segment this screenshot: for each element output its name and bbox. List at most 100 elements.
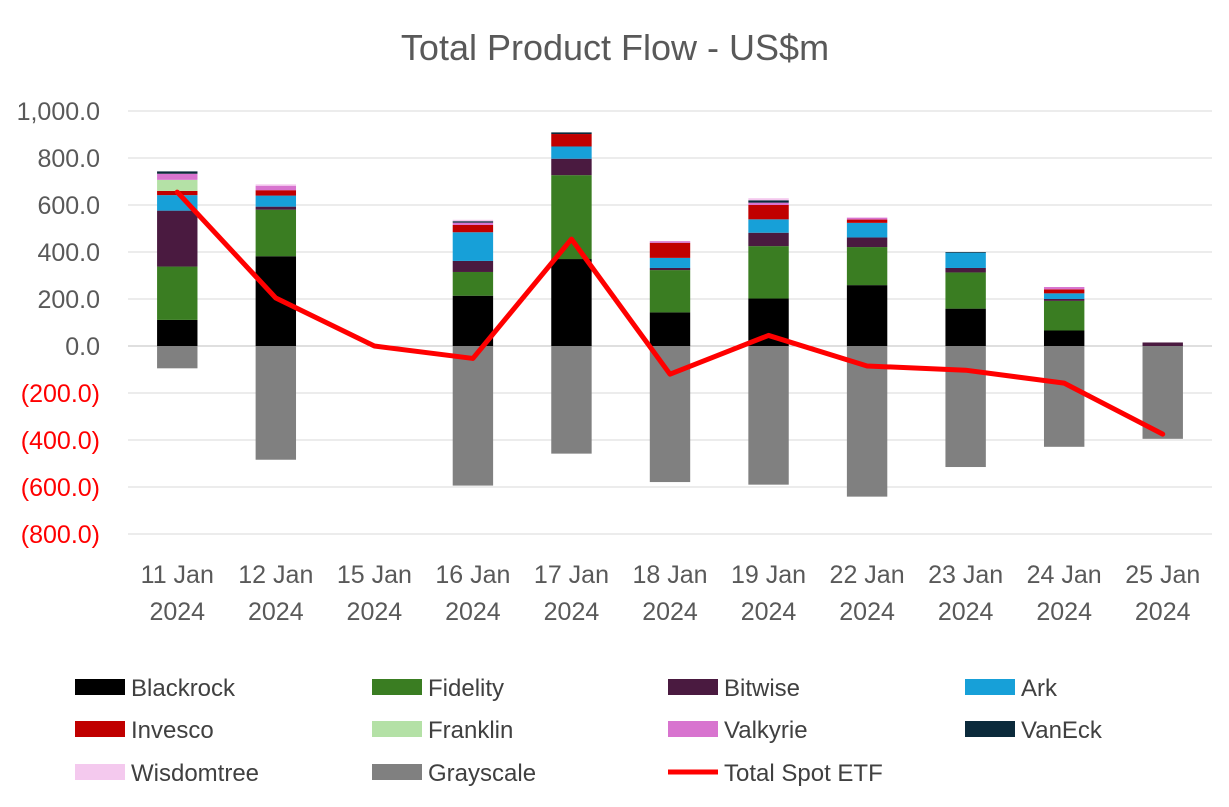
bar-grayscale-3: [452, 346, 494, 486]
bar-grayscale-7: [846, 346, 888, 497]
bar-ark-8: [945, 252, 986, 268]
legend-swatch: [668, 679, 718, 695]
legend-swatch: [75, 764, 125, 780]
x-tick-label-line1: 18 Jan: [632, 561, 707, 589]
x-tick-label-line2: 2024: [642, 598, 698, 626]
x-tick-label-line1: 16 Jan: [435, 561, 510, 589]
bar-fidelity-7: [846, 247, 888, 286]
bar-grayscale-4: [551, 346, 592, 454]
bar-blackrock-8: [945, 308, 986, 346]
bar-fidelity-4: [551, 175, 592, 260]
y-tick-label: 400.0: [37, 239, 100, 267]
y-tick-label: 0.0: [65, 333, 100, 361]
bar-vaneck-6: [748, 200, 789, 203]
bar-ark-4: [551, 146, 592, 159]
bar-fidelity-0: [157, 266, 198, 320]
x-tick-label-line1: 12 Jan: [238, 561, 313, 589]
legend-label: Valkyrie: [724, 717, 808, 744]
bar-fidelity-6: [748, 246, 789, 299]
x-tick-label-line1: 17 Jan: [534, 561, 609, 589]
bar-invesco-6: [748, 205, 789, 220]
x-tick-label-line1: 19 Jan: [731, 561, 806, 589]
x-tick-label-line1: 15 Jan: [337, 561, 412, 589]
bar-bitwise-10: [1142, 342, 1183, 346]
bar-vaneck-0: [157, 171, 198, 174]
bar-bitwise-6: [748, 232, 789, 247]
legend-label: Franklin: [428, 717, 513, 744]
bar-blackrock-3: [452, 295, 494, 346]
bar-bitwise-0: [157, 210, 198, 267]
legend-label: Invesco: [131, 717, 214, 744]
bar-ark-3: [452, 232, 494, 261]
bar-bitwise-7: [846, 237, 888, 248]
bar-bitwise-3: [452, 260, 494, 272]
x-tick-label-line2: 2024: [839, 598, 895, 626]
x-tick-label-line2: 2024: [741, 598, 797, 626]
legend-swatch: [965, 721, 1015, 737]
legend-swatch: [965, 679, 1015, 695]
x-tick-label-line2: 2024: [149, 598, 205, 626]
legend-swatch: [372, 679, 422, 695]
legend-label: Bitwise: [724, 675, 800, 702]
bar-grayscale-10: [1142, 346, 1183, 439]
chart-title: Total Product Flow - US$m: [401, 27, 829, 68]
x-tick-label-line2: 2024: [544, 598, 600, 626]
y-tick-label: 800.0: [37, 145, 100, 173]
x-tick-label-line2: 2024: [248, 598, 304, 626]
bar-blackrock-9: [1043, 330, 1085, 346]
y-tick-label: 600.0: [37, 192, 100, 220]
bar-wisdomtree-7: [846, 216, 888, 218]
x-tick-label-line2: 2024: [1036, 598, 1092, 626]
bar-invesco-9: [1043, 289, 1085, 294]
total-spot-etf-line: [174, 189, 1166, 437]
bar-vaneck-3: [452, 221, 494, 223]
bar-vaneck-4: [551, 132, 592, 135]
bar-blackrock-0: [157, 319, 198, 346]
bar-wisdomtree-3: [452, 219, 494, 222]
bar-bitwise-9: [1043, 299, 1085, 301]
legend-swatch: [75, 679, 125, 695]
x-tick-label-line2: 2024: [347, 598, 403, 626]
legend-label: Ark: [1021, 675, 1058, 702]
bar-valkyrie-9: [1043, 287, 1085, 290]
legend-label: Total Spot ETF: [724, 760, 883, 787]
bar-ark-9: [1043, 293, 1085, 299]
y-axis-ticks: 1,000.0 800.0 600.0 400.0 200.0 0.0 (200.0) (40…: [17, 98, 100, 549]
bar-wisdomtree-6: [748, 198, 789, 201]
legend-label: VanEck: [1021, 717, 1103, 744]
bar-vaneck-8: [945, 252, 986, 253]
bar-blackrock-7: [846, 285, 888, 346]
bar-valkyrie-7: [846, 217, 888, 220]
bar-valkyrie-0: [157, 173, 198, 180]
legend-label: Wisdomtree: [131, 760, 259, 787]
x-tick-label-line2: 2024: [938, 598, 994, 626]
bar-ark-0: [157, 195, 198, 211]
legend-label: Blackrock: [131, 675, 236, 702]
y-tick-label: 200.0: [37, 286, 100, 314]
bar-grayscale-8: [945, 346, 986, 468]
bar-ark-1: [255, 195, 297, 207]
bar-valkyrie-3: [452, 222, 494, 225]
bar-grayscale-9: [1043, 346, 1085, 447]
x-tick-label-line1: 22 Jan: [830, 561, 905, 589]
bar-franklin-0: [157, 179, 198, 191]
bar-fidelity-9: [1043, 300, 1085, 331]
y-tick-label: (800.0): [21, 521, 100, 549]
bar-fidelity-1: [255, 209, 297, 257]
x-tick-label-line1: 11 Jan: [141, 561, 214, 589]
y-tick-label: (400.0): [21, 427, 100, 455]
bar-invesco-1: [255, 190, 297, 196]
bar-ark-6: [748, 219, 789, 233]
bar-valkyrie-6: [748, 202, 789, 205]
bar-grayscale-0: [157, 346, 198, 369]
y-tick-label: (600.0): [21, 474, 100, 502]
bar-bitwise-8: [945, 267, 986, 273]
legend-label: Fidelity: [428, 675, 504, 702]
bar-valkyrie-1: [255, 185, 297, 191]
bar-fidelity-5: [649, 270, 691, 313]
y-tick-label: (200.0): [21, 380, 100, 408]
bar-blackrock-1: [255, 256, 297, 346]
legend-label: Grayscale: [428, 760, 536, 787]
bar-invesco-4: [551, 134, 592, 147]
y-tick-label: 1,000.0: [17, 98, 100, 126]
